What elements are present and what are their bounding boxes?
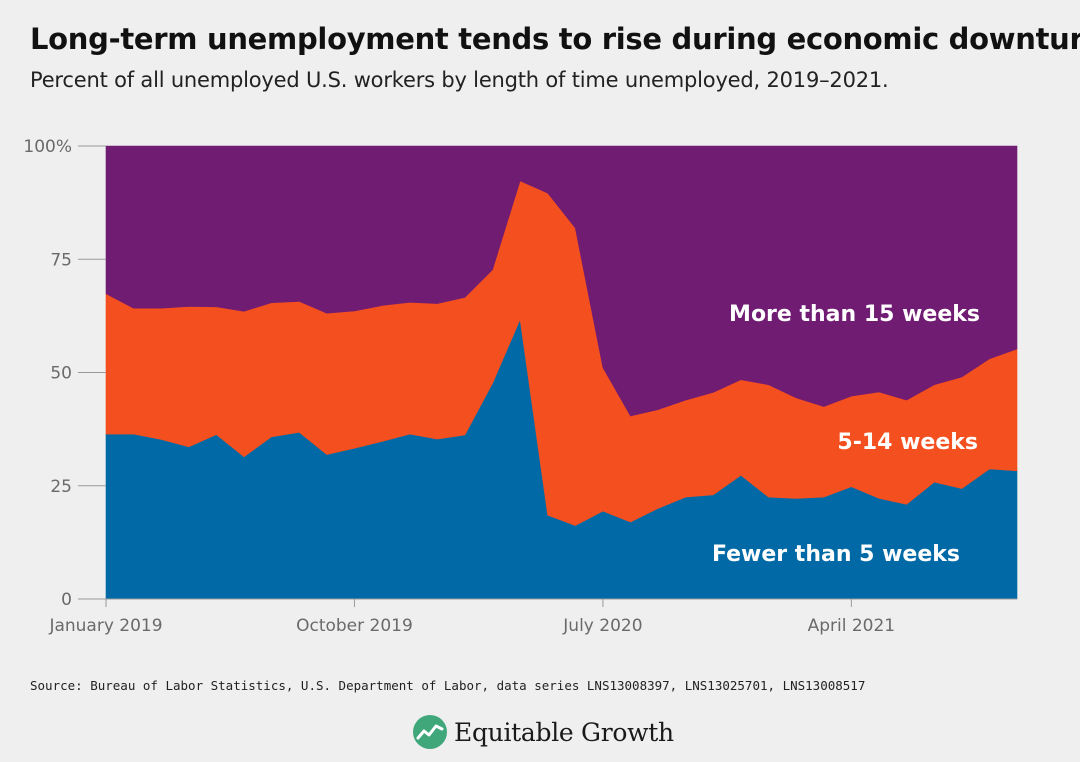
label-5-14-weeks: 5-14 weeks	[837, 430, 978, 455]
x-tick-label: July 2020	[562, 616, 642, 636]
x-tick-label: October 2019	[296, 616, 413, 636]
equitable-growth-logo-icon	[413, 715, 447, 749]
brand-logo: Equitable Growth	[412, 714, 674, 750]
y-tick-label: 75	[50, 250, 72, 270]
area-layer	[105, 145, 1018, 600]
chart-subtitle: Percent of all unemployed U.S. workers b…	[30, 68, 889, 92]
y-tick-label: 100%	[23, 137, 72, 157]
x-axis: January 2019 October 2019 July 2020 April 2…	[48, 598, 1017, 636]
y-tick-label: 25	[50, 477, 72, 497]
x-tick-label: April 2021	[808, 616, 896, 636]
brand-name: Equitable Growth	[454, 717, 674, 747]
source-note: Source: Bureau of Labor Statistics, U.S.…	[30, 678, 866, 693]
y-axis: 0 25 50 75 100%	[23, 137, 106, 610]
label-fewer-than-5-weeks: Fewer than 5 weeks	[712, 542, 960, 567]
y-tick-label: 50	[50, 364, 72, 384]
y-tick-label: 0	[61, 590, 72, 610]
area-more-than-15-weeks	[105, 145, 1018, 417]
chart-title: Long-term unemployment tends to rise dur…	[30, 22, 1080, 56]
x-tick-label: January 2019	[48, 616, 162, 636]
label-more-than-15-weeks: More than 15 weeks	[729, 302, 980, 327]
series-labels: More than 15 weeks 5-14 weeks Fewer than 5…	[712, 302, 980, 567]
